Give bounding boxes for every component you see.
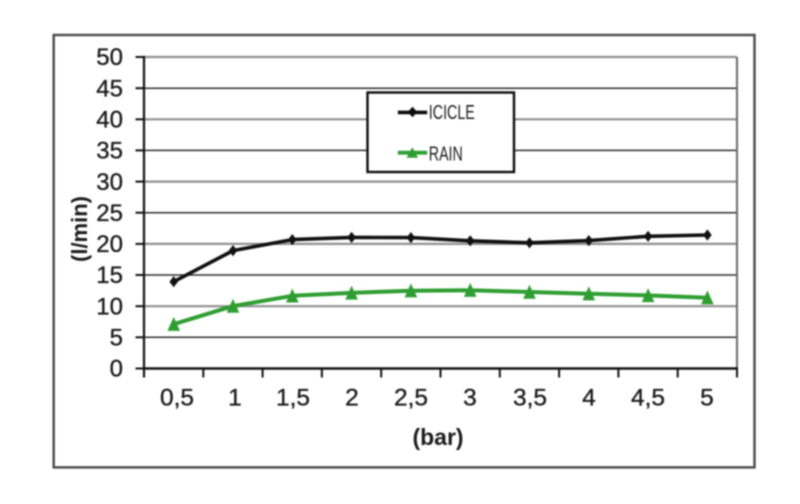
svg-text:30: 30 — [96, 169, 123, 196]
svg-text:4,5: 4,5 — [631, 385, 665, 412]
svg-text:25: 25 — [96, 200, 123, 227]
svg-text:35: 35 — [96, 138, 123, 165]
svg-text:(bar): (bar) — [412, 424, 463, 450]
svg-text:2,5: 2,5 — [394, 385, 428, 412]
svg-text:40: 40 — [96, 107, 123, 134]
svg-text:1: 1 — [228, 385, 242, 412]
svg-text:15: 15 — [96, 262, 123, 289]
svg-text:3,5: 3,5 — [513, 385, 547, 412]
svg-text:4: 4 — [582, 385, 596, 412]
svg-text:0,5: 0,5 — [160, 385, 194, 412]
svg-text:1,5: 1,5 — [276, 385, 310, 412]
svg-text:3: 3 — [463, 385, 477, 412]
svg-text:5: 5 — [700, 385, 714, 412]
svg-text:2: 2 — [345, 385, 359, 412]
svg-text:10: 10 — [96, 293, 123, 320]
svg-text:0: 0 — [110, 356, 123, 383]
svg-text:45: 45 — [96, 75, 123, 102]
svg-text:ICICLE: ICICLE — [429, 102, 475, 124]
svg-text:5: 5 — [110, 325, 123, 352]
svg-text:(l/min): (l/min) — [67, 196, 92, 262]
svg-text:50: 50 — [96, 44, 123, 71]
svg-text:20: 20 — [96, 231, 123, 258]
svg-text:RAIN: RAIN — [429, 143, 463, 165]
